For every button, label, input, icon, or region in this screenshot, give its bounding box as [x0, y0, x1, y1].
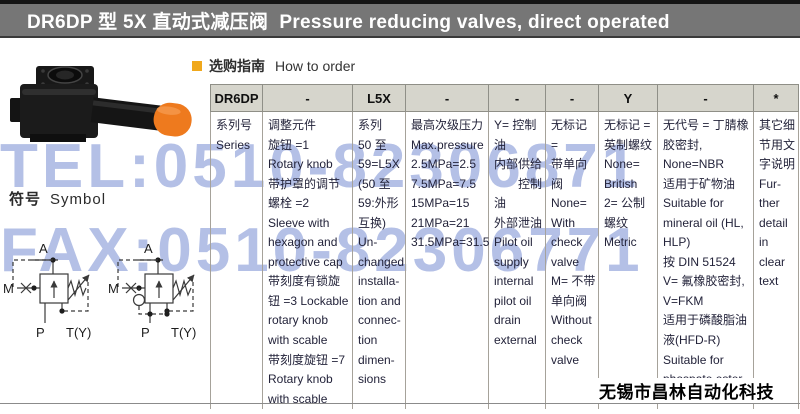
code-segment-y: Y	[598, 84, 658, 112]
symbol-label-zh: 符号	[9, 191, 42, 208]
code-segment-dash-5: -	[657, 84, 754, 112]
port-p-label: P	[141, 325, 150, 340]
valve-body	[10, 66, 98, 142]
symbol-with-check-valve: A M P T(Y)	[108, 241, 196, 340]
code-segment-star: *	[753, 84, 799, 112]
col-series-range: 系列 50 至 59=L5X (50 至 59:外形 互换) Un- chang…	[352, 111, 406, 410]
port-a-label: A	[39, 241, 48, 256]
check-valve	[132, 288, 170, 317]
col-pilot-oil: Y= 控制油 内部供给 控制油 外部泄油 Pilot oil supply in…	[488, 111, 546, 410]
code-segment-series: DR6DP	[210, 84, 263, 112]
col-max-pressure: 最高次级压力 Max.pressure 2.5MPa=2.5 7.5MPa=7.…	[405, 111, 489, 410]
code-segment-dash-2: -	[405, 84, 489, 112]
order-options-row: 系列号 Series 调整元件 旋钮 =1 Rotary knob 带护罩的调节…	[210, 111, 799, 410]
col-thread-type: 无标记 = 英制螺纹 None= British 2= 公制 螺纹 Metric	[598, 111, 658, 410]
col-check-valve: 无标记 = 带单向阀 None= With check valve M= 不带 …	[545, 111, 599, 410]
page-header-bar: DR6DP 型 5X 直动式减压阀 Pressure reducing valv…	[0, 0, 800, 38]
code-segment-dash-4: -	[545, 84, 599, 112]
section-title-zh: 选购指南	[209, 58, 265, 74]
port-m-label: M	[108, 281, 119, 296]
how-to-order-heading: 选购指南 How to order	[192, 56, 355, 76]
product-photo	[10, 66, 192, 142]
col-adjust-element: 调整元件 旋钮 =1 Rotary knob 带护罩的调节 螺栓 =2 Slee…	[262, 111, 353, 410]
port-a-label: A	[144, 241, 153, 256]
section-title-en: How to order	[275, 58, 356, 74]
symbol-label-en: Symbol	[50, 191, 107, 208]
symbol-section-label: 符号 Symbol	[9, 188, 106, 209]
company-name: 无锡市昌林自动化科技	[596, 378, 777, 403]
port-p-label: P	[36, 325, 45, 340]
section-bullet-icon	[192, 61, 202, 71]
valve-barrel	[90, 97, 192, 137]
port-t-label: T(Y)	[66, 325, 91, 340]
port-m-label: M	[3, 281, 14, 296]
code-segment-dash-3: -	[488, 84, 546, 112]
col-series: 系列号 Series	[210, 111, 263, 410]
order-code-table: DR6DP - L5X - - - Y - * 系列号 Series 调整元件 …	[210, 84, 799, 410]
hydraulic-symbols: A M P T(Y) A M P T(Y)	[3, 241, 196, 340]
port-t-label: T(Y)	[171, 325, 196, 340]
page-title: DR6DP 型 5X 直动式减压阀 Pressure reducing valv…	[27, 11, 670, 33]
page-bottom-rule	[0, 403, 800, 404]
col-seal-material: 无代号 = 丁腈橡 胶密封, None=NBR 适用于矿物油 Suitable …	[657, 111, 754, 410]
col-further-detail: 其它细 节用文 字说明 Fur- ther detail in clear te…	[753, 111, 799, 410]
symbol-without-check-valve: A M P T(Y)	[3, 241, 91, 340]
code-segment-l5x: L5X	[352, 84, 406, 112]
order-code-row: DR6DP - L5X - - - Y - *	[210, 84, 799, 112]
code-segment-dash-1: -	[262, 84, 353, 112]
